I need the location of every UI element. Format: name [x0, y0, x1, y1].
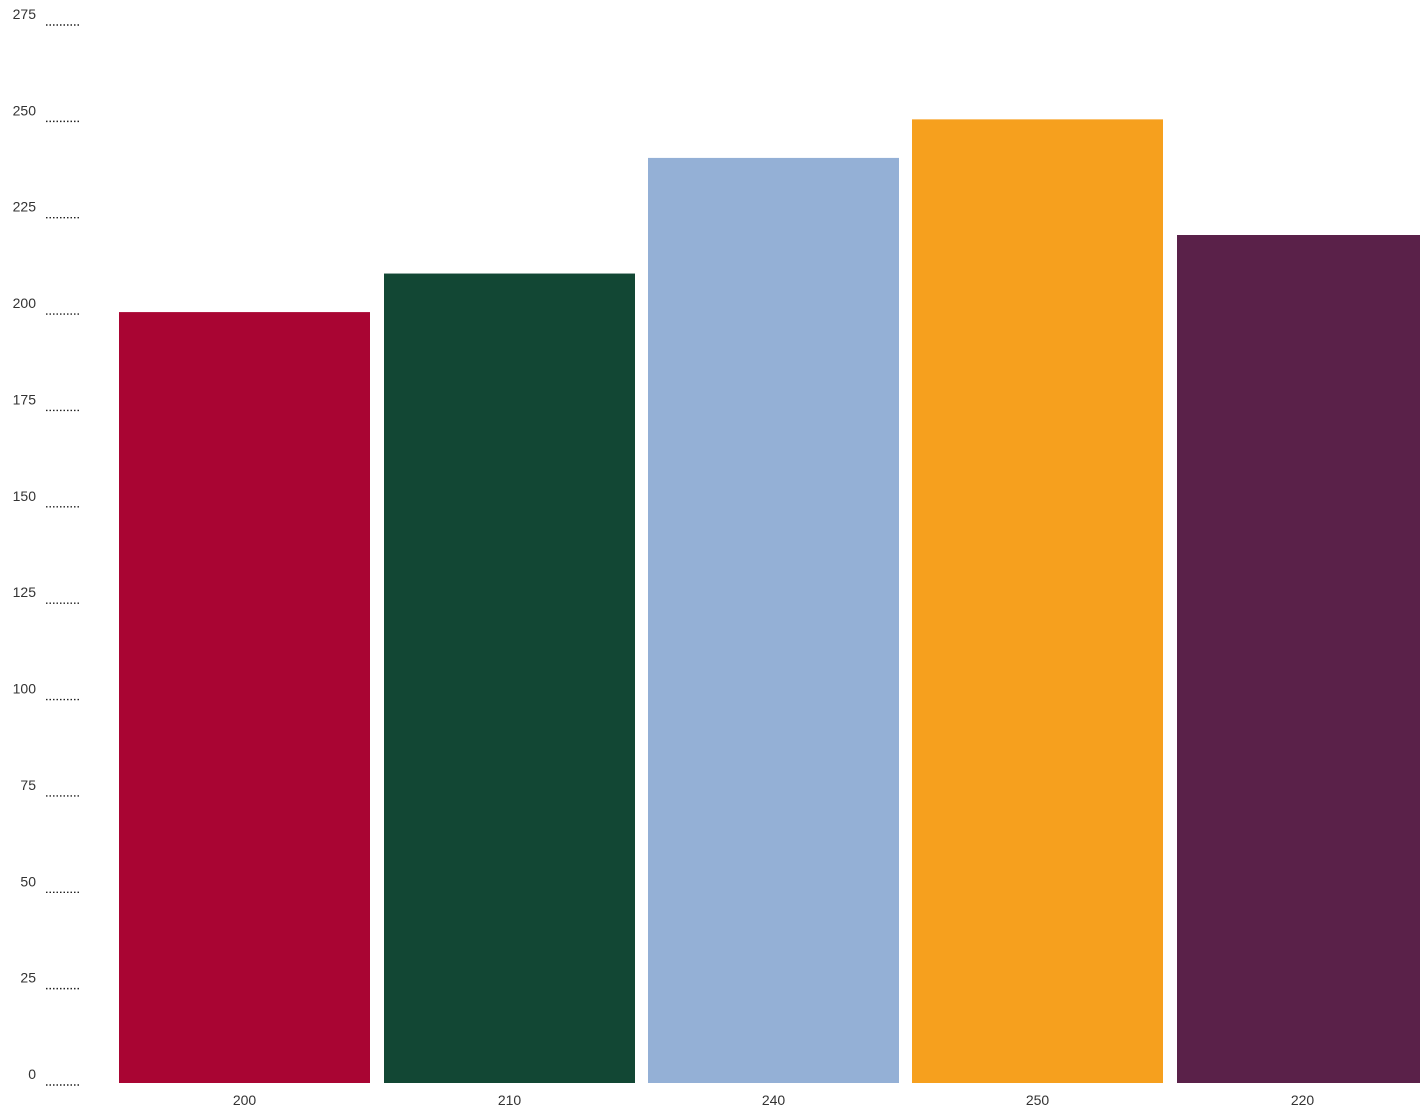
- bar: [912, 119, 1163, 1083]
- x-category-label: 200: [233, 1092, 257, 1108]
- x-category-label: 240: [762, 1092, 786, 1108]
- bar: [1177, 235, 1420, 1083]
- y-tick-label: 75: [20, 777, 36, 793]
- x-category-label: 210: [498, 1092, 522, 1108]
- y-tick-label: 50: [20, 873, 36, 889]
- y-tick-label: 275: [13, 6, 37, 22]
- y-tick-label: 200: [13, 295, 37, 311]
- bars-group: [119, 119, 1420, 1084]
- y-tick-label: 100: [13, 681, 37, 697]
- y-tick-label: 225: [13, 199, 37, 215]
- bar: [384, 273, 635, 1084]
- bar: [648, 157, 899, 1084]
- x-category-label: 250: [1026, 1092, 1050, 1108]
- y-tick-label: 150: [13, 488, 37, 504]
- y-tick-label: 250: [13, 102, 37, 118]
- bar: [119, 312, 370, 1083]
- y-axis: 0 25 50 75 100 125 150 175 200 225 250 275: [13, 6, 81, 1086]
- y-tick-label: 0: [28, 1066, 36, 1082]
- x-category-label: 220: [1291, 1092, 1315, 1108]
- y-tick-label: 175: [13, 391, 37, 407]
- x-axis: 200 210 240 250 220: [233, 1092, 1315, 1108]
- y-tick-label: 25: [20, 970, 36, 986]
- y-tick-label: 125: [13, 584, 37, 600]
